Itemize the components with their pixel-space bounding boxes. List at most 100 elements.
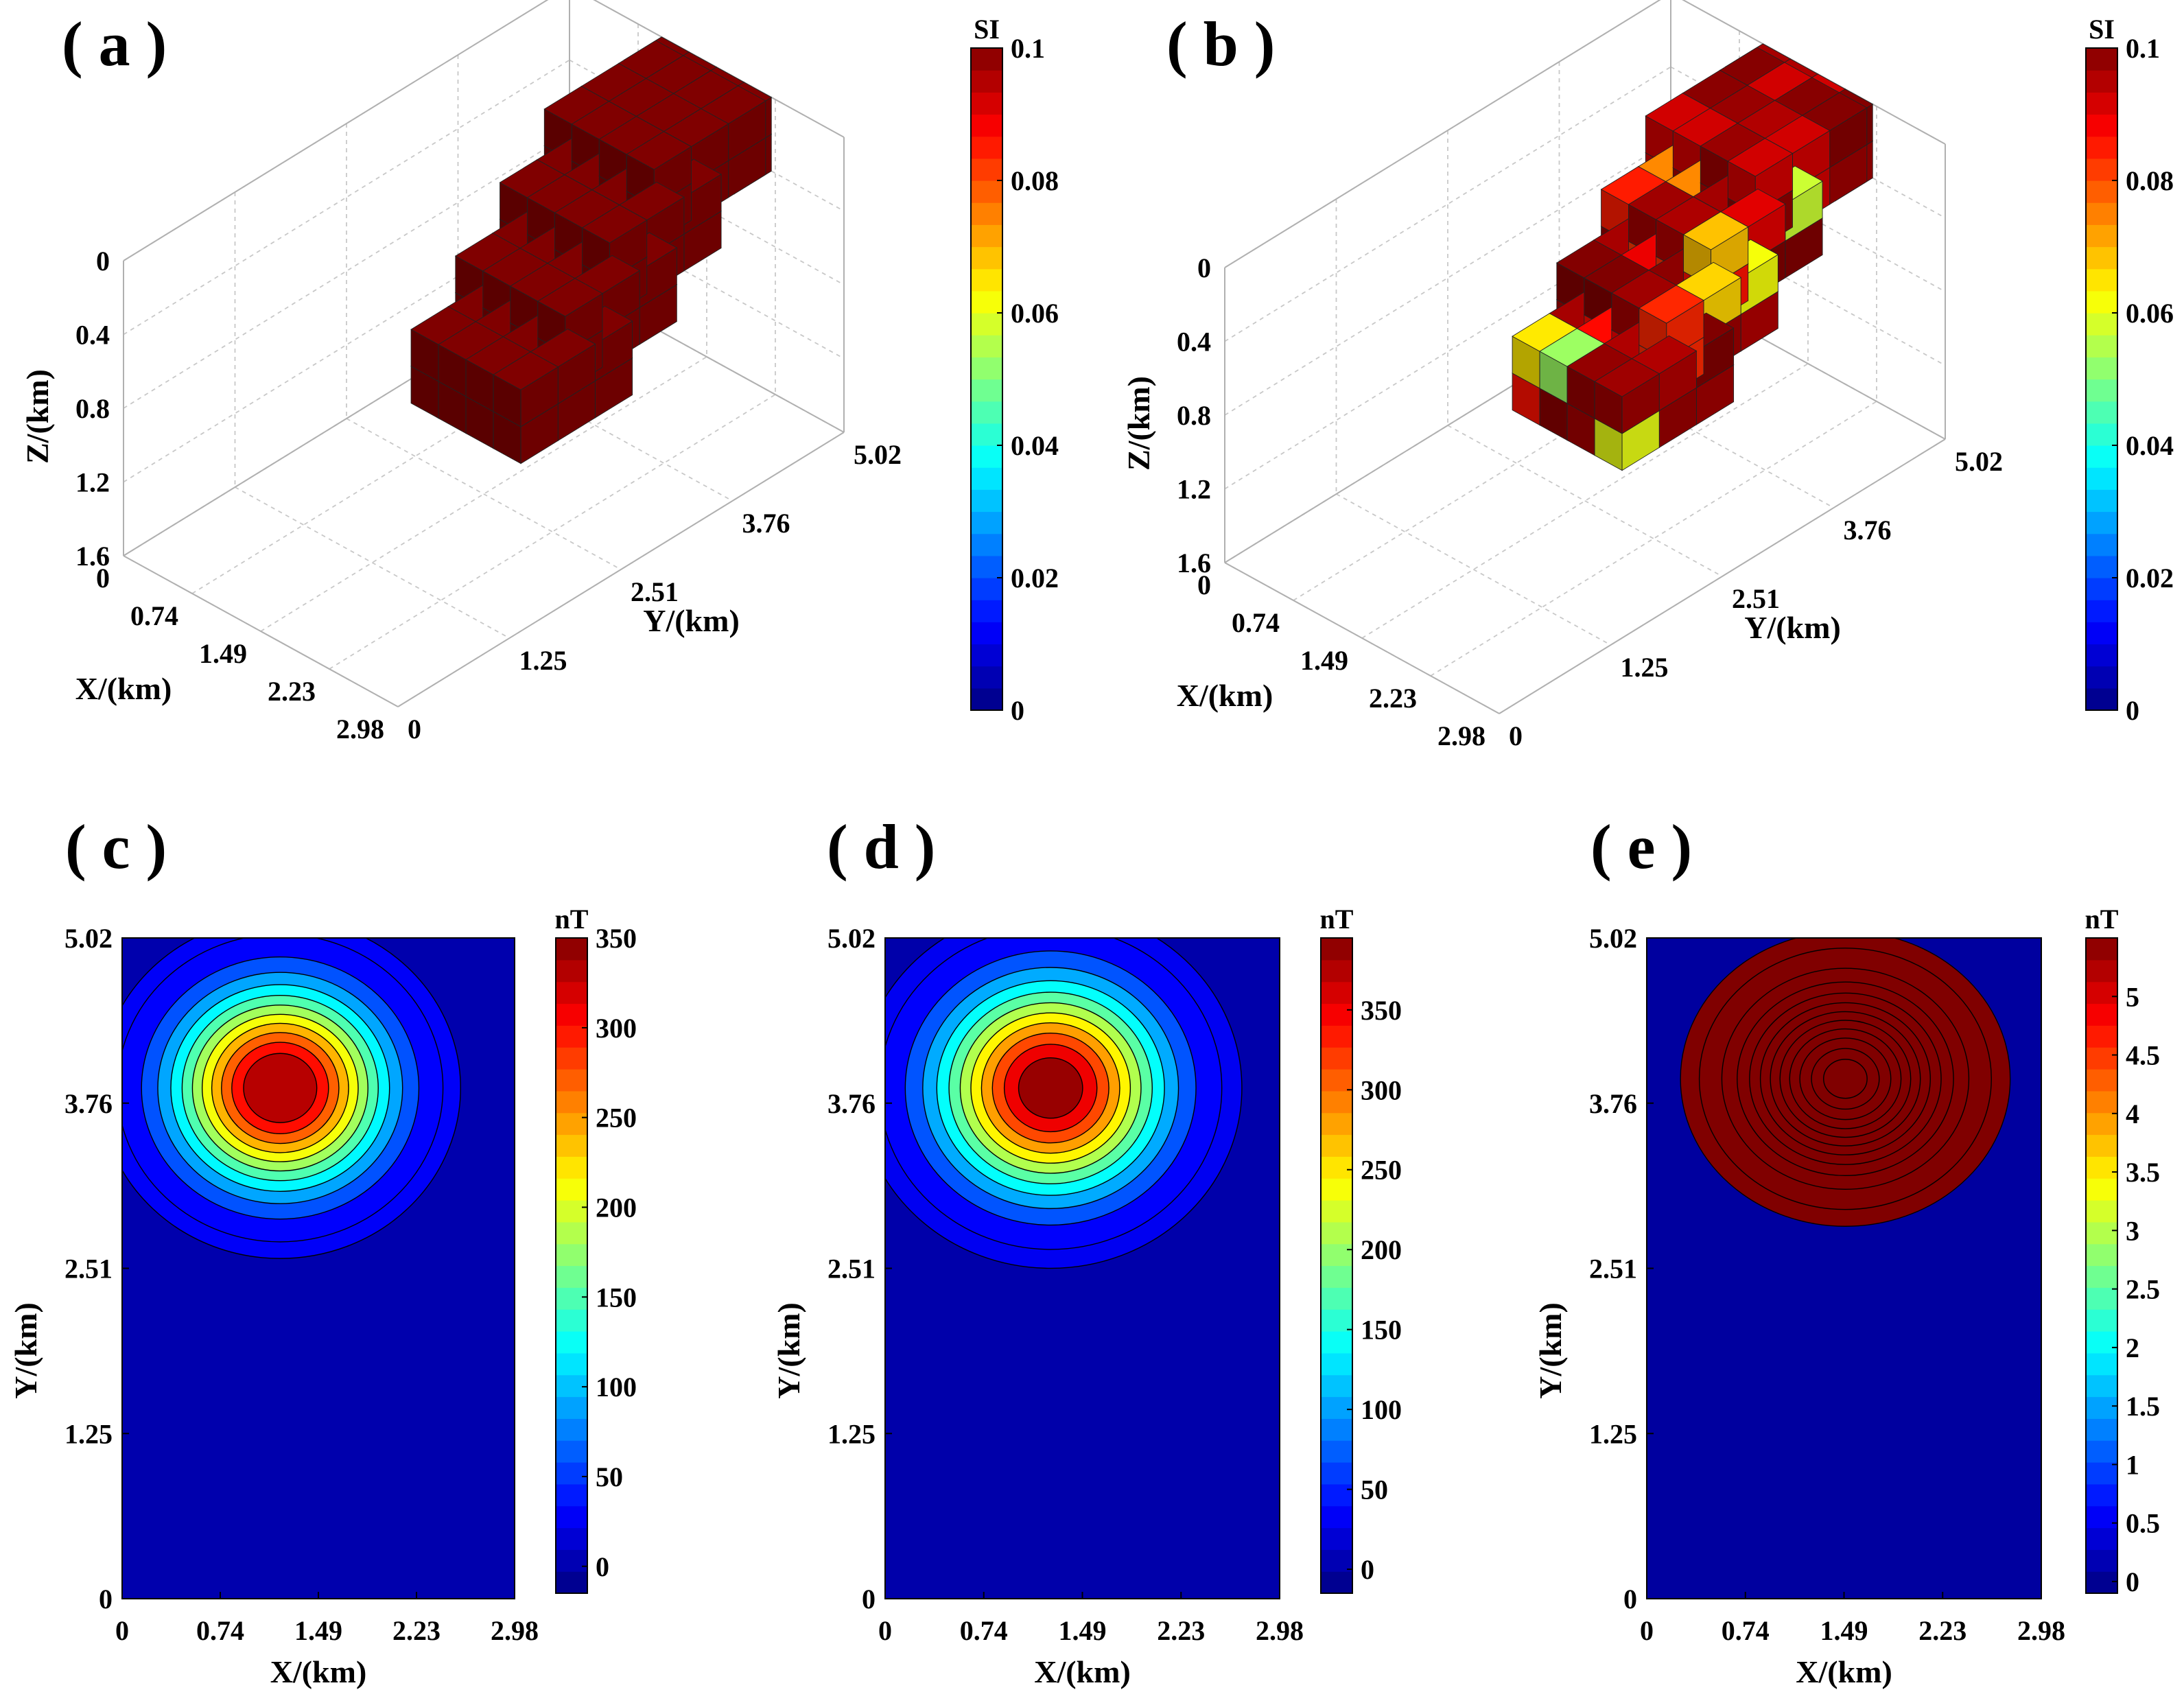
colorbar-tick-label: 0.1: [1011, 33, 1045, 64]
y-tick-label: 1.25: [519, 645, 567, 676]
panel-a: 00.40.81.21.600.741.492.232.98 01.252.513…: [20, 0, 902, 744]
colorbar-segment: [1321, 1527, 1352, 1550]
colorbar-segment: [2086, 1243, 2117, 1267]
colorbar-segment: [556, 1483, 587, 1507]
colorbar-tick-label: 0: [1361, 1554, 1374, 1585]
x-tick-label: 2.98: [491, 1615, 539, 1646]
colorbar-segment: [1321, 1287, 1352, 1310]
box-edge: [1224, 562, 1500, 714]
y-axis-label: Y/(km): [643, 603, 740, 638]
colorbar-tick-label: 200: [596, 1192, 637, 1223]
colorbar-tick-label: 0: [596, 1551, 609, 1582]
contour-fills: [122, 938, 461, 1259]
colorbar-segment: [971, 423, 1002, 446]
colorbar-frame: [2085, 937, 2118, 1594]
panel-label: ( d ): [827, 812, 935, 882]
colorbar-segment: [556, 1440, 587, 1463]
colorbar-segment: [2086, 246, 2117, 270]
panel-label: ( c ): [65, 812, 167, 882]
contour-fills: [885, 938, 1243, 1269]
colorbar-segment: [2086, 511, 2117, 535]
colorbar-segment: [971, 445, 1002, 468]
panel-d: 0 0.74 1.49 2.23 2.98 0 1.25 2.51 3.76 5.02 X/(km)…: [771, 812, 1304, 1689]
colorbar-tick-label: 1: [2126, 1449, 2139, 1480]
colorbar-tick-label: 150: [596, 1282, 637, 1313]
colorbar-segment: [556, 938, 587, 961]
y-tick-label: 1.25: [64, 1418, 113, 1449]
colorbar-segment: [2086, 1047, 2117, 1070]
colorbar-segment: [1321, 1200, 1352, 1223]
z-tick-label: 0: [96, 246, 110, 277]
z-tick-label: 1.6: [1177, 548, 1211, 578]
colorbar-segment: [2086, 224, 2117, 248]
colorbar-segment: [2086, 92, 2117, 115]
colorbar-tick-label: 2.5: [2126, 1274, 2160, 1305]
colorbar-segment: [2086, 379, 2117, 402]
grid-line: [235, 486, 510, 639]
x-tick-label: 2.98: [1256, 1615, 1304, 1646]
x-tick-label: 0.74: [960, 1615, 1008, 1646]
colorbar-segment: [1321, 1331, 1352, 1354]
colorbar-segment: [2086, 1265, 2117, 1288]
colorbar-segment: [2086, 1527, 2117, 1550]
colorbar-segment: [556, 1200, 587, 1223]
colorbar-tick-label: 4: [2126, 1099, 2139, 1129]
contour-fills: [1680, 938, 2011, 1227]
colorbar-segment: [556, 1090, 587, 1114]
colorbar-segment: [971, 578, 1002, 600]
y-tick-label: 3.76: [1844, 515, 1892, 545]
colorbar-segment: [2086, 136, 2117, 159]
colorbar-segment: [2086, 423, 2117, 446]
colorbar-segment: [971, 224, 1002, 248]
colorbar-tick-label: 3.5: [2126, 1157, 2160, 1188]
colorbar-segment: [2086, 1571, 2117, 1594]
x-axis-label: X/(km): [75, 671, 172, 706]
colorbar-segment: [971, 622, 1002, 645]
colorbar-tick-label: 0: [1011, 695, 1024, 726]
colorbar-frame: [2085, 47, 2118, 711]
colorbar-segment: [2086, 1549, 2117, 1572]
colorbar-segment: [971, 357, 1002, 380]
y-tick-label: 5.02: [827, 923, 876, 954]
colorbar-segment: [971, 268, 1002, 292]
colorbar-segment: [2086, 48, 2117, 71]
colorbar-segment: [556, 1549, 587, 1572]
colorbar-tick-label: 0.5: [2126, 1508, 2160, 1539]
x-tick-label: 1.49: [1300, 645, 1348, 676]
z-axis-label: Z/(km): [20, 369, 55, 464]
colorbar-segment: [2086, 688, 2117, 711]
colorbar-segment: [971, 92, 1002, 115]
colorbar-segment: [2086, 1505, 2117, 1529]
colorbar-segment: [971, 335, 1002, 357]
y-tick-label: 2.51: [1589, 1254, 1637, 1284]
colorbar-segment: [2086, 467, 2117, 490]
y-tick-label: 2.51: [64, 1254, 113, 1284]
colorbar-title: SI: [2089, 14, 2115, 45]
colorbar-frame: [970, 47, 1003, 711]
colorbar-segment: [971, 313, 1002, 336]
colorbar-segment: [2086, 1134, 2117, 1157]
panel-label: ( b ): [1166, 9, 1275, 79]
voxel-face: [537, 278, 603, 317]
colorbar-tick-label: 0: [2126, 695, 2139, 726]
y-tick-label: 5.02: [1589, 923, 1637, 954]
colorbar-segment: [1321, 1483, 1352, 1507]
voxel-face: [581, 204, 648, 244]
x-tick-label: 0.74: [130, 600, 178, 631]
x-tick-label: 1.49: [1820, 1615, 1868, 1646]
z-tick-label: 1.2: [75, 467, 110, 498]
contour-band: [1018, 1057, 1083, 1119]
colorbar-segment: [2086, 1025, 2117, 1048]
x-tick-label: 2.23: [392, 1615, 441, 1646]
colorbar-segment: [1321, 938, 1352, 961]
x-tick-label: 0: [115, 1615, 129, 1646]
colorbar-tick-label: 4.5: [2126, 1040, 2160, 1071]
colorbar-segment: [971, 401, 1002, 424]
z-tick-label: 0: [1197, 252, 1211, 283]
x-tick-label: 0.74: [196, 1615, 244, 1646]
x-tick-label: 2.23: [1157, 1615, 1205, 1646]
colorbar-tick-label: 3: [2126, 1215, 2139, 1246]
y-tick-label: 1.25: [1621, 652, 1669, 683]
x-axis-label: X/(km): [1034, 1654, 1131, 1689]
